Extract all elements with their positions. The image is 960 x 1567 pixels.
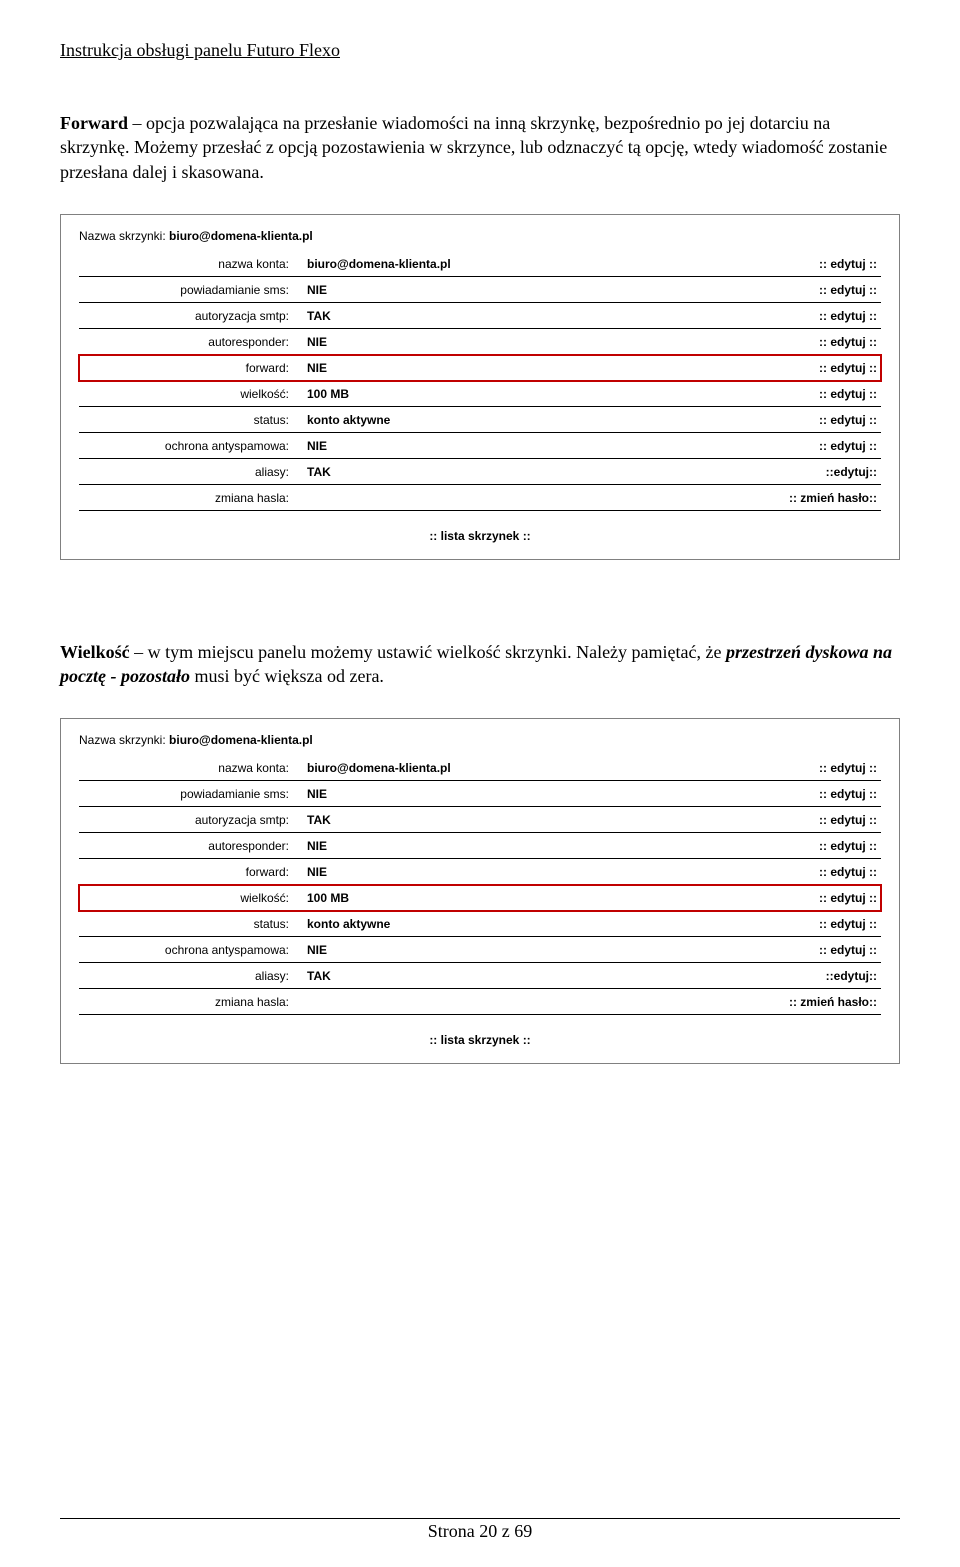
table-row: zmiana hasla::: zmień hasło:: <box>79 989 881 1015</box>
panel2-title-label: Nazwa skrzynki: <box>79 733 169 747</box>
table-row: forward:NIE:: edytuj :: <box>79 859 881 885</box>
panel1-title: Nazwa skrzynki: biuro@domena-klienta.pl <box>79 229 881 243</box>
para2-bold: Wielkość <box>60 642 130 662</box>
doc-header: Instrukcja obsługi panelu Futuro Flexo <box>60 40 900 61</box>
row-value: biuro@domena-klienta.pl <box>307 257 819 271</box>
panel2-footer-link[interactable]: :: lista skrzynek :: <box>79 1015 881 1053</box>
page-number: Strona 20 z 69 <box>60 1518 900 1542</box>
panel1-title-value: biuro@domena-klienta.pl <box>169 229 313 243</box>
row-label: nazwa konta: <box>79 761 307 775</box>
row-value: TAK <box>307 813 819 827</box>
row-label: aliasy: <box>79 465 307 479</box>
edit-link[interactable]: :: edytuj :: <box>819 413 881 427</box>
table-row: aliasy:TAK::edytuj:: <box>79 459 881 485</box>
panel1-title-label: Nazwa skrzynki: <box>79 229 169 243</box>
row-value: NIE <box>307 943 819 957</box>
edit-link[interactable]: :: edytuj :: <box>819 283 881 297</box>
row-label: forward: <box>79 361 307 375</box>
panel2-rows: nazwa konta:biuro@domena-klienta.pl:: ed… <box>79 755 881 1015</box>
table-row: autoresponder:NIE:: edytuj :: <box>79 329 881 355</box>
panel1-rows: nazwa konta:biuro@domena-klienta.pl:: ed… <box>79 251 881 511</box>
edit-link[interactable]: ::edytuj:: <box>826 969 881 983</box>
row-value: NIE <box>307 865 819 879</box>
table-row: wielkość:100 MB:: edytuj :: <box>79 885 881 911</box>
row-value: NIE <box>307 787 819 801</box>
row-label: powiadamianie sms: <box>79 787 307 801</box>
row-label: aliasy: <box>79 969 307 983</box>
para2-rest1: – w tym miejscu panelu możemy ustawić wi… <box>130 642 726 662</box>
table-row: zmiana hasla::: zmień hasło:: <box>79 485 881 511</box>
panel2-title: Nazwa skrzynki: biuro@domena-klienta.pl <box>79 733 881 747</box>
row-label: autoresponder: <box>79 839 307 853</box>
row-label: wielkość: <box>79 387 307 401</box>
row-value: NIE <box>307 283 819 297</box>
table-row: nazwa konta:biuro@domena-klienta.pl:: ed… <box>79 251 881 277</box>
table-row: wielkość:100 MB:: edytuj :: <box>79 381 881 407</box>
para1-bold: Forward <box>60 113 128 133</box>
paragraph-wielkosc: Wielkość – w tym miejscu panelu możemy u… <box>60 640 900 689</box>
row-label: ochrona antyspamowa: <box>79 943 307 957</box>
row-value: NIE <box>307 335 819 349</box>
row-label: zmiana hasla: <box>79 995 307 1009</box>
edit-link[interactable]: :: edytuj :: <box>819 387 881 401</box>
row-label: status: <box>79 413 307 427</box>
edit-link[interactable]: :: edytuj :: <box>819 865 881 879</box>
row-label: autoresponder: <box>79 335 307 349</box>
row-label: autoryzacja smtp: <box>79 813 307 827</box>
row-value: TAK <box>307 465 826 479</box>
row-label: powiadamianie sms: <box>79 283 307 297</box>
edit-link[interactable]: :: edytuj :: <box>819 257 881 271</box>
table-row: ochrona antyspamowa:NIE:: edytuj :: <box>79 433 881 459</box>
table-row: ochrona antyspamowa:NIE:: edytuj :: <box>79 937 881 963</box>
edit-link[interactable]: :: edytuj :: <box>819 891 881 905</box>
table-row: autoryzacja smtp:TAK:: edytuj :: <box>79 303 881 329</box>
row-label: forward: <box>79 865 307 879</box>
row-label: nazwa konta: <box>79 257 307 271</box>
row-value: TAK <box>307 309 819 323</box>
row-value: 100 MB <box>307 891 819 905</box>
table-row: aliasy:TAK::edytuj:: <box>79 963 881 989</box>
row-label: autoryzacja smtp: <box>79 309 307 323</box>
edit-link[interactable]: :: edytuj :: <box>819 309 881 323</box>
table-row: powiadamianie sms:NIE:: edytuj :: <box>79 781 881 807</box>
edit-link[interactable]: :: edytuj :: <box>819 943 881 957</box>
edit-link[interactable]: :: edytuj :: <box>819 787 881 801</box>
mailbox-panel-2: Nazwa skrzynki: biuro@domena-klienta.pl … <box>60 718 900 1064</box>
row-value: 100 MB <box>307 387 819 401</box>
para2-rest2: musi być większa od zera. <box>190 666 384 686</box>
edit-link[interactable]: :: edytuj :: <box>819 439 881 453</box>
table-row: powiadamianie sms:NIE:: edytuj :: <box>79 277 881 303</box>
row-value: biuro@domena-klienta.pl <box>307 761 819 775</box>
row-value: TAK <box>307 969 826 983</box>
table-row: status:konto aktywne:: edytuj :: <box>79 407 881 433</box>
mailbox-panel-1: Nazwa skrzynki: biuro@domena-klienta.pl … <box>60 214 900 560</box>
table-row: autoresponder:NIE:: edytuj :: <box>79 833 881 859</box>
paragraph-forward: Forward – opcja pozwalająca na przesłani… <box>60 111 900 184</box>
panel2-title-value: biuro@domena-klienta.pl <box>169 733 313 747</box>
para1-rest: – opcja pozwalająca na przesłanie wiadom… <box>60 113 887 182</box>
edit-link[interactable]: :: zmień hasło:: <box>789 491 881 505</box>
edit-link[interactable]: :: zmień hasło:: <box>789 995 881 1009</box>
edit-link[interactable]: :: edytuj :: <box>819 917 881 931</box>
table-row: autoryzacja smtp:TAK:: edytuj :: <box>79 807 881 833</box>
table-row: forward:NIE:: edytuj :: <box>79 355 881 381</box>
row-label: ochrona antyspamowa: <box>79 439 307 453</box>
row-value: NIE <box>307 439 819 453</box>
row-value: NIE <box>307 839 819 853</box>
row-value: konto aktywne <box>307 917 819 931</box>
edit-link[interactable]: :: edytuj :: <box>819 761 881 775</box>
row-label: zmiana hasla: <box>79 491 307 505</box>
table-row: nazwa konta:biuro@domena-klienta.pl:: ed… <box>79 755 881 781</box>
row-label: wielkość: <box>79 891 307 905</box>
panel1-footer-link[interactable]: :: lista skrzynek :: <box>79 511 881 549</box>
row-label: status: <box>79 917 307 931</box>
edit-link[interactable]: :: edytuj :: <box>819 813 881 827</box>
row-value: konto aktywne <box>307 413 819 427</box>
edit-link[interactable]: :: edytuj :: <box>819 361 881 375</box>
edit-link[interactable]: :: edytuj :: <box>819 839 881 853</box>
row-value: NIE <box>307 361 819 375</box>
edit-link[interactable]: ::edytuj:: <box>826 465 881 479</box>
table-row: status:konto aktywne:: edytuj :: <box>79 911 881 937</box>
edit-link[interactable]: :: edytuj :: <box>819 335 881 349</box>
